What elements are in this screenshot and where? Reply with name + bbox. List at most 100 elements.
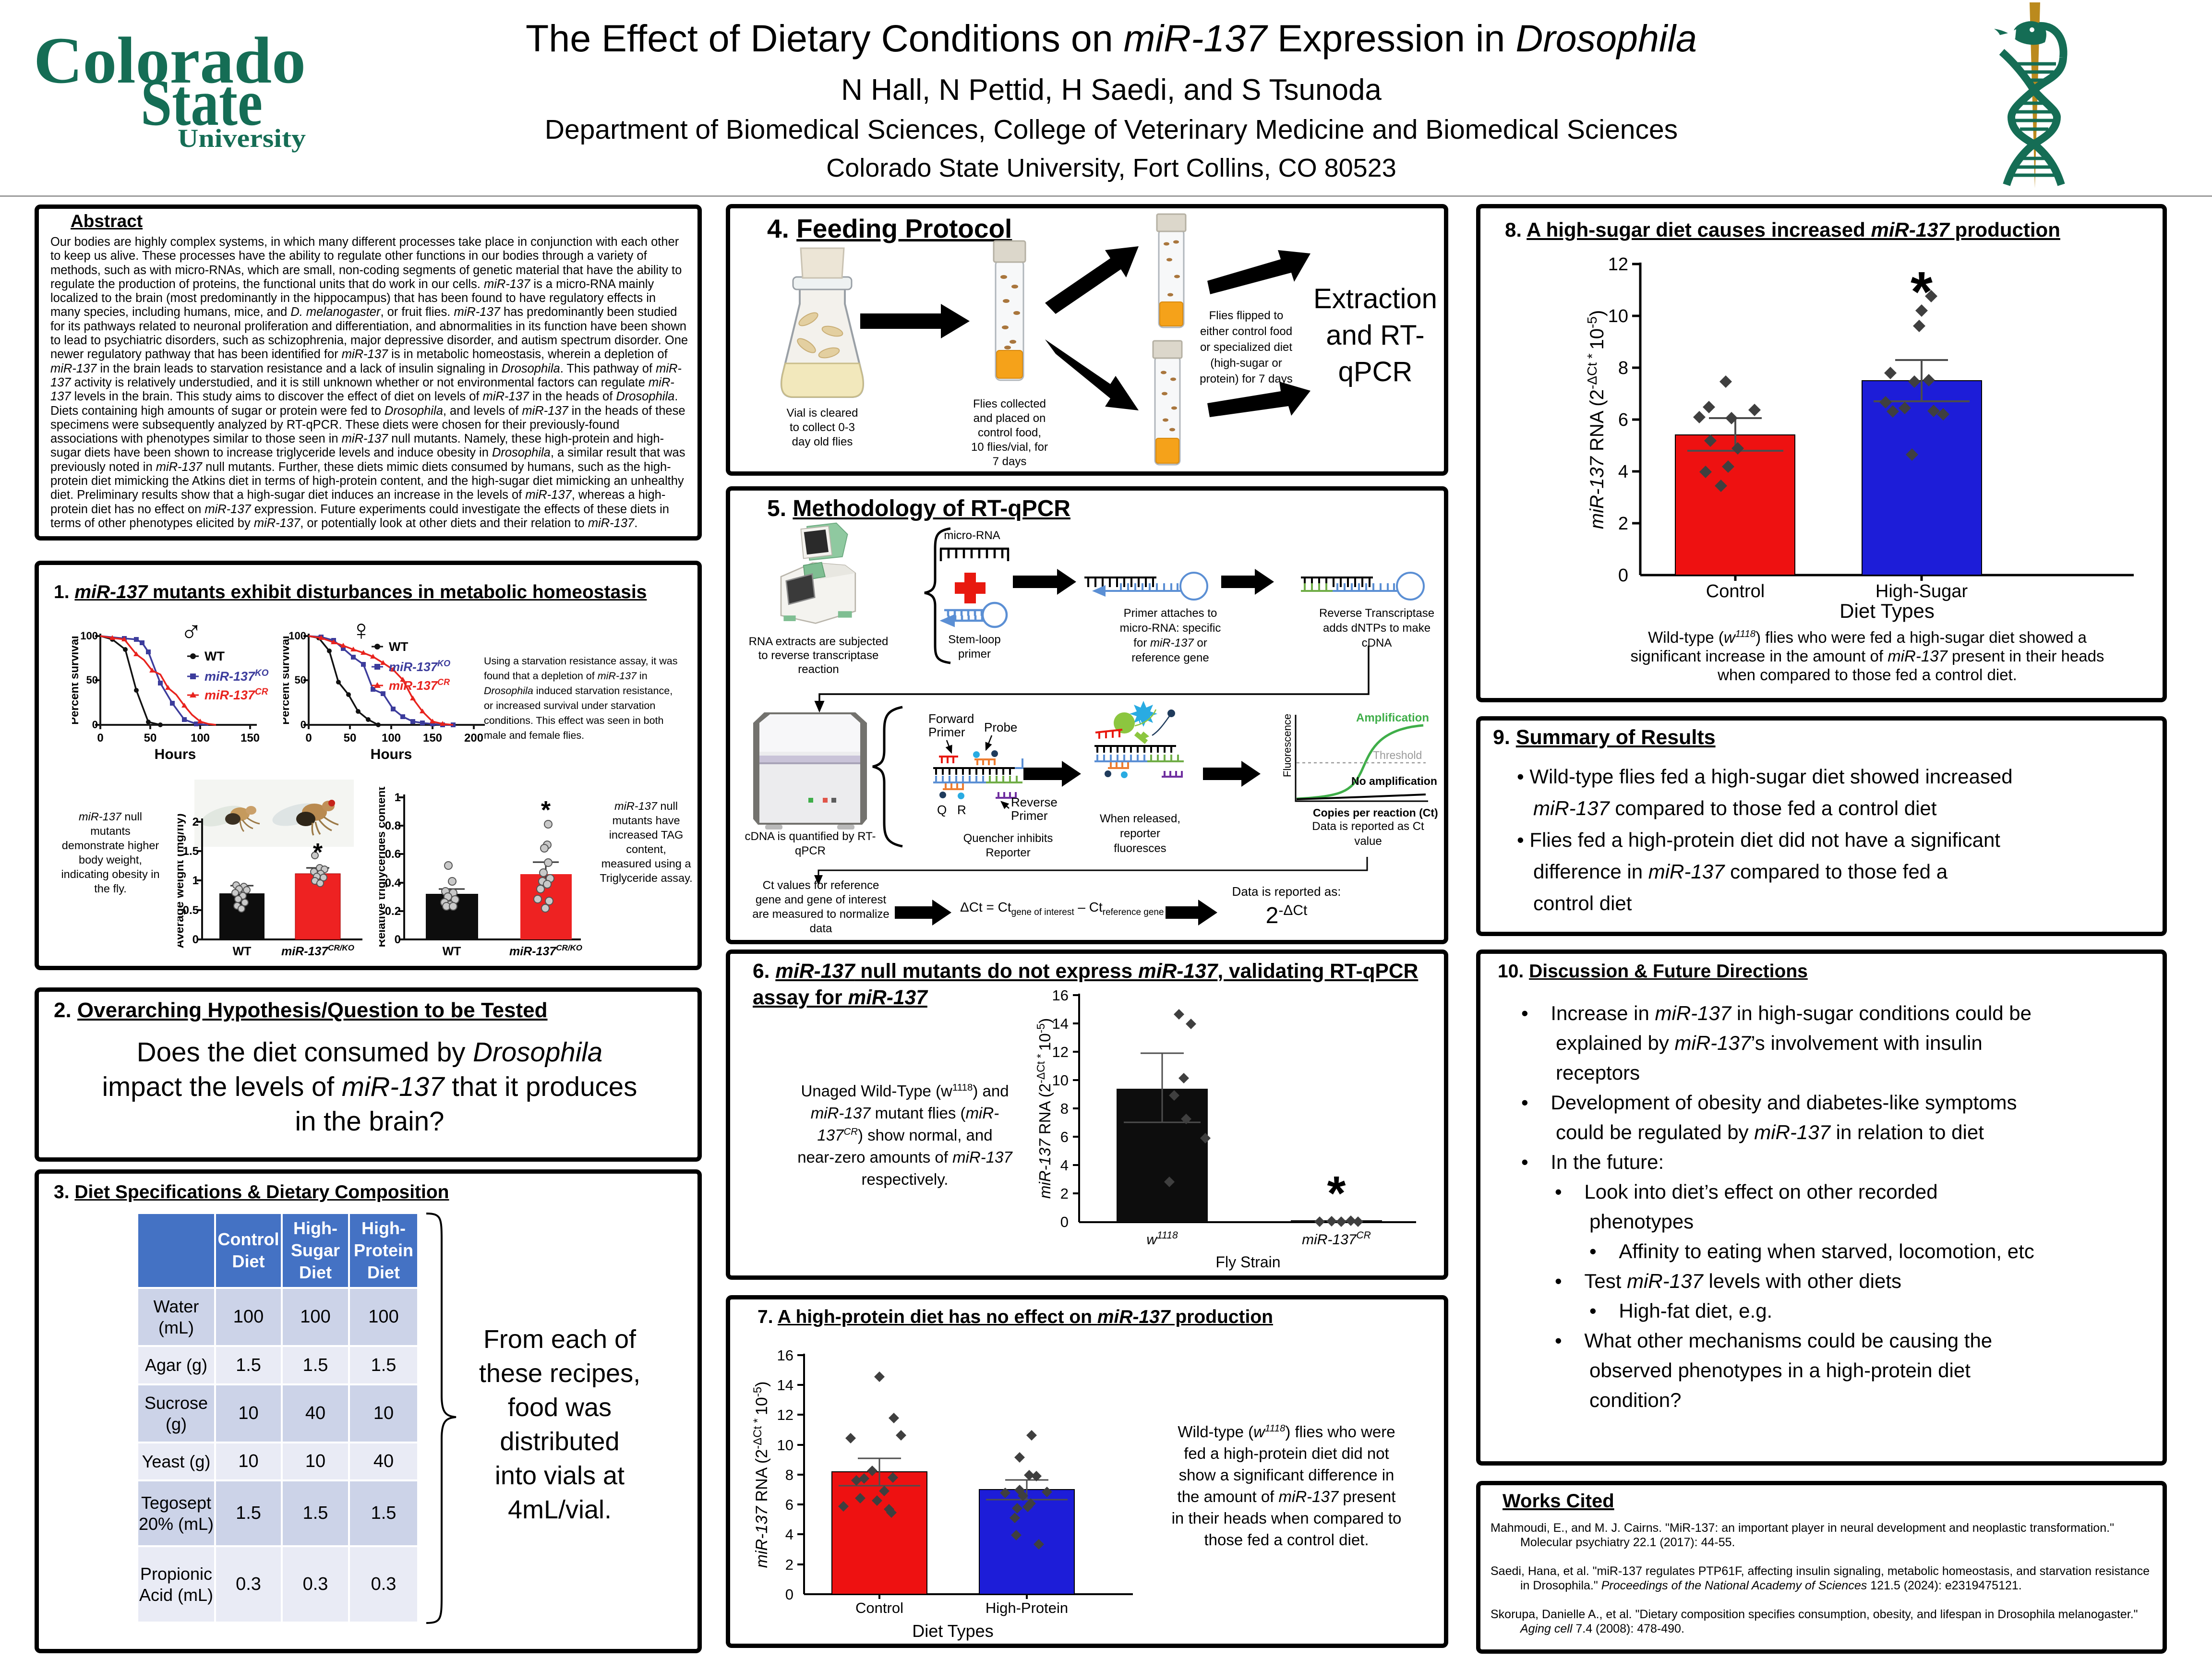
svg-text:1: 1 — [395, 791, 401, 804]
svg-text:1: 1 — [192, 874, 199, 887]
svg-text:200: 200 — [464, 732, 483, 745]
svg-text:10: 10 — [1052, 1072, 1069, 1089]
svg-text:0: 0 — [785, 1586, 793, 1603]
svg-text:University: University — [178, 124, 306, 153]
svg-text:Probe: Probe — [984, 720, 1017, 734]
svg-text:No amplification: No amplification — [1351, 775, 1437, 787]
svg-text:Average weight (mg/fly): Average weight (mg/fly) — [178, 813, 186, 948]
svg-text:100: 100 — [289, 630, 306, 642]
svg-text:miR-137CR: miR-137CR — [389, 677, 450, 693]
svg-text:1.5: 1.5 — [183, 845, 199, 858]
svg-text:miR-137 RNA (2-ΔCt * 10-5): miR-137 RNA (2-ΔCt * 10-5) — [751, 1382, 771, 1568]
svg-text:miR-137CR: miR-137CR — [204, 687, 268, 702]
svg-text:miR-137 RNA (2-ΔCt * 10-5): miR-137 RNA (2-ΔCt * 10-5) — [1037, 1018, 1054, 1199]
svg-text:0: 0 — [395, 933, 401, 946]
svg-text:8: 8 — [1618, 358, 1628, 378]
svg-text:12: 12 — [1608, 254, 1628, 275]
svg-text:50: 50 — [295, 674, 306, 686]
svg-text:150: 150 — [423, 732, 442, 745]
svg-text:Hours: Hours — [155, 746, 196, 762]
svg-text:6: 6 — [785, 1496, 793, 1513]
svg-text:Reverse: Reverse — [1011, 795, 1058, 809]
svg-text:0: 0 — [192, 933, 199, 946]
svg-text:Hours: Hours — [371, 746, 412, 762]
svg-text:0.4: 0.4 — [385, 877, 401, 890]
svg-text:Fluorescence: Fluorescence — [1281, 714, 1293, 777]
svg-text:High-Protein: High-Protein — [986, 1599, 1068, 1616]
svg-text:6: 6 — [1618, 410, 1628, 430]
svg-text:High-Sugar: High-Sugar — [1875, 581, 1968, 601]
svg-text:Copies per reaction (Ct): Copies per reaction (Ct) — [1313, 806, 1438, 819]
svg-text:0.5: 0.5 — [183, 904, 199, 917]
svg-text:♀: ♀ — [350, 617, 372, 646]
svg-text:50: 50 — [86, 674, 98, 686]
svg-text:14: 14 — [777, 1377, 793, 1394]
svg-text:0.8: 0.8 — [385, 819, 401, 832]
svg-text:♂: ♂ — [180, 617, 203, 649]
svg-text:Diet Types: Diet Types — [912, 1621, 993, 1641]
svg-text:State: State — [141, 66, 263, 139]
svg-text:150: 150 — [240, 732, 260, 745]
svg-text:16: 16 — [1052, 987, 1069, 1004]
svg-text:100: 100 — [80, 630, 98, 642]
svg-text:*: * — [313, 839, 323, 866]
svg-text:100: 100 — [191, 732, 210, 745]
svg-text:50: 50 — [144, 732, 157, 745]
svg-text:Diet Types: Diet Types — [1839, 600, 1935, 622]
svg-text:6: 6 — [1060, 1129, 1069, 1145]
svg-text:12: 12 — [1052, 1044, 1069, 1060]
svg-text:2: 2 — [192, 816, 199, 829]
svg-text:miR-137CR/KO: miR-137CR/KO — [281, 943, 354, 958]
svg-text:4: 4 — [1060, 1157, 1069, 1174]
svg-text:miR-137KO: miR-137KO — [204, 668, 269, 684]
svg-text:Fly Strain: Fly Strain — [1215, 1253, 1280, 1271]
svg-text:12: 12 — [777, 1407, 793, 1423]
svg-text:Amplification: Amplification — [1356, 711, 1429, 724]
svg-text:miR-137KO: miR-137KO — [389, 659, 450, 674]
svg-text:WT: WT — [389, 639, 409, 654]
svg-text:Relative triglycerides content: Relative triglycerides content — [379, 787, 388, 948]
svg-text:0.2: 0.2 — [385, 905, 401, 918]
svg-text:Control: Control — [855, 1599, 903, 1616]
svg-text:0: 0 — [305, 732, 312, 745]
svg-text:Primer: Primer — [1011, 808, 1048, 823]
svg-text:Colorado: Colorado — [34, 29, 306, 97]
svg-text:0: 0 — [92, 719, 98, 731]
svg-text:0: 0 — [97, 732, 103, 745]
svg-text:*: * — [1327, 1166, 1346, 1220]
svg-text:8: 8 — [785, 1467, 793, 1483]
svg-text:8: 8 — [1060, 1100, 1069, 1117]
svg-text:w1118: w1118 — [1146, 1230, 1178, 1248]
svg-text:100: 100 — [382, 732, 401, 745]
svg-text:0: 0 — [1060, 1214, 1069, 1230]
svg-text:0.6: 0.6 — [385, 848, 401, 861]
svg-text:WT: WT — [204, 649, 225, 663]
svg-text:miR-137CR/KO: miR-137CR/KO — [509, 943, 582, 958]
svg-text:2: 2 — [785, 1556, 793, 1573]
svg-text:2: 2 — [1060, 1185, 1069, 1202]
svg-text:WT: WT — [443, 945, 461, 958]
svg-text:50: 50 — [344, 732, 357, 745]
svg-text:miR-137CR: miR-137CR — [1302, 1230, 1371, 1248]
svg-text:Q: Q — [937, 803, 947, 817]
svg-text:4: 4 — [785, 1526, 793, 1543]
svg-text:16: 16 — [777, 1347, 793, 1364]
svg-text:*: * — [541, 796, 551, 824]
svg-text:0: 0 — [1618, 565, 1628, 586]
svg-text:*: * — [1911, 260, 1933, 324]
svg-text:WT: WT — [233, 945, 252, 958]
svg-text:R: R — [957, 803, 966, 817]
svg-text:10: 10 — [777, 1437, 793, 1454]
svg-text:Primer: Primer — [928, 725, 965, 739]
svg-text:Threshold: Threshold — [1373, 749, 1422, 761]
svg-text:Percent survival: Percent survival — [283, 636, 292, 724]
svg-text:4: 4 — [1618, 462, 1628, 482]
svg-text:Control: Control — [1706, 581, 1765, 601]
svg-text:0: 0 — [301, 719, 306, 731]
svg-text:Percent survival: Percent survival — [72, 636, 81, 724]
svg-text:10: 10 — [1608, 306, 1628, 326]
svg-text:Forward: Forward — [928, 711, 974, 726]
svg-text:2: 2 — [1618, 514, 1628, 534]
svg-text:14: 14 — [1052, 1015, 1069, 1032]
svg-text:miR-137 RNA (2-ΔCt * 10-5): miR-137 RNA (2-ΔCt * 10-5) — [1585, 310, 1608, 529]
